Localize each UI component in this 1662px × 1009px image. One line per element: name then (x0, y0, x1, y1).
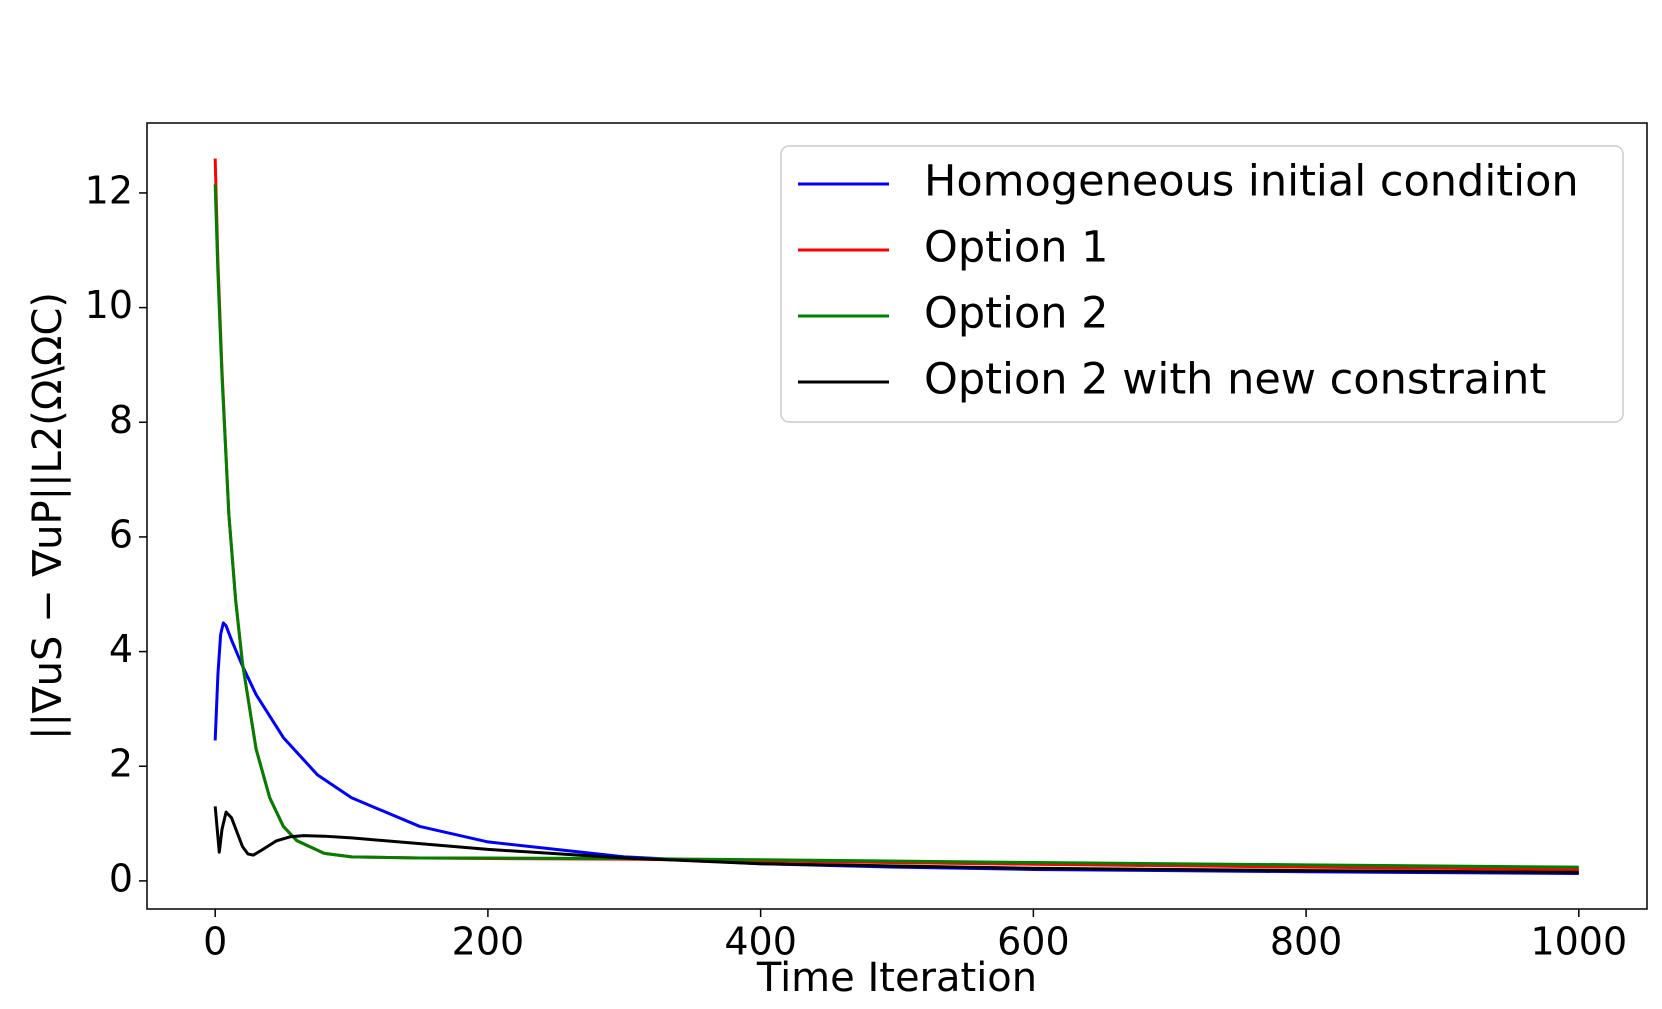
y-tick-label: 2 (109, 742, 133, 786)
y-tick-label: 4 (109, 627, 133, 671)
y-axis-label: ||∇uS − ∇uP||L2(Ω\ΩC) (25, 292, 71, 740)
y-tick-label: 0 (109, 856, 133, 900)
y-tick-label: 12 (85, 168, 133, 212)
series-line (213, 184, 1579, 869)
x-tick-label: 800 (1270, 920, 1343, 964)
series-line (213, 621, 1579, 875)
x-axis-label: Time Iteration (756, 955, 1037, 1001)
legend-label: Homogeneous initial condition (924, 157, 1579, 207)
plot-frame (146, 122, 1648, 910)
y-tick-label: 6 (109, 512, 133, 556)
y-tick-label: 8 (109, 398, 133, 442)
x-tick-label: 1000 (1530, 920, 1627, 964)
x-tick-label: 600 (997, 920, 1070, 964)
x-tick-label: 400 (724, 920, 797, 964)
y-tick-label: 10 (85, 283, 133, 327)
legend-box (780, 145, 1624, 423)
series-line (213, 806, 1579, 874)
x-tick-label: 200 (452, 920, 525, 964)
x-tick-label: 0 (203, 920, 227, 964)
legend-label: Option 2 with new constraint (924, 355, 1546, 405)
legend-label: Option 2 (924, 289, 1109, 339)
legend-label: Option 1 (924, 223, 1109, 273)
